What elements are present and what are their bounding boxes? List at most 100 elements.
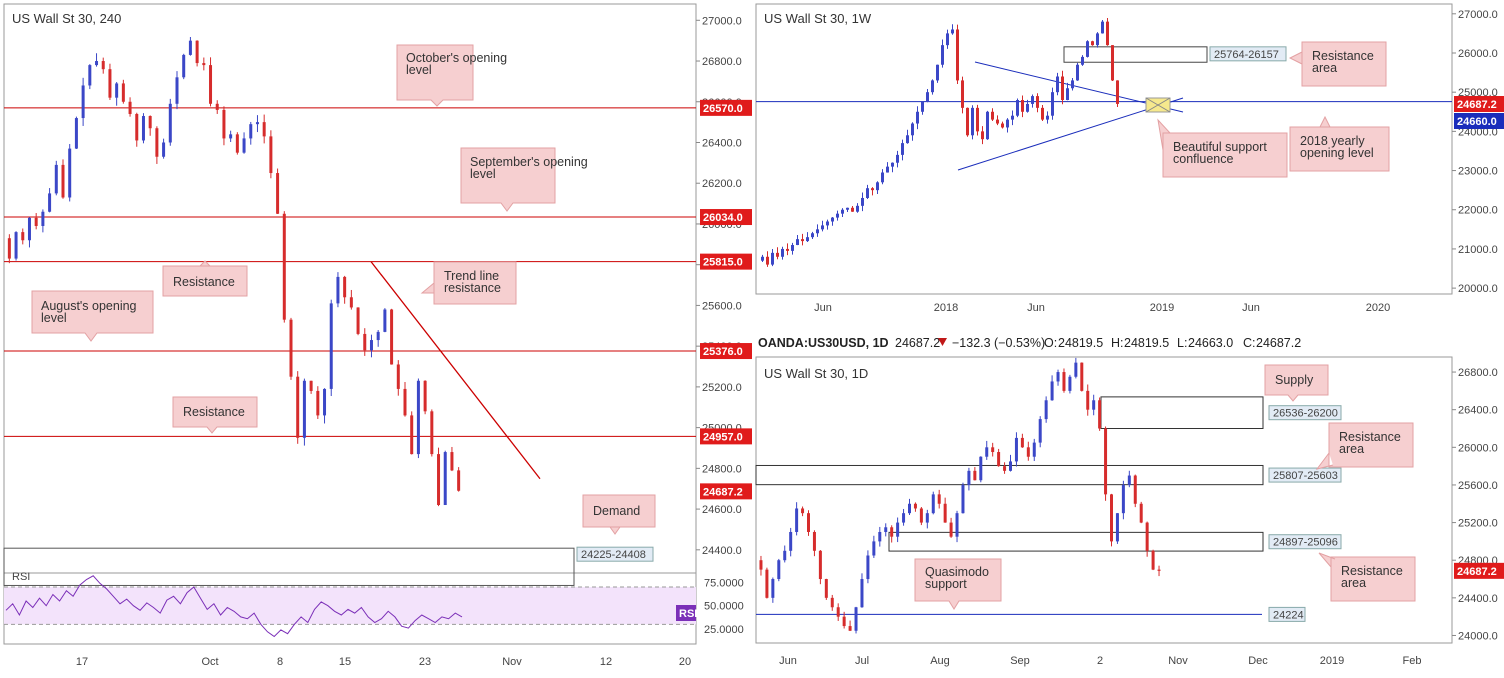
candle-body: [1133, 475, 1137, 504]
candle-body: [1051, 92, 1054, 116]
candle-body: [7, 238, 11, 259]
h4-tick-label: 27000.0: [702, 15, 742, 27]
h4-tick-label: 26200.0: [702, 178, 742, 190]
price-tag-label: 26034.0: [703, 212, 743, 224]
d-zone-label: 25807-25603: [1273, 470, 1338, 482]
candle-body: [765, 569, 769, 598]
symbol-header: OANDA:US30USD, 1D 24687.2 −132.3 (−0.53%…: [758, 336, 1301, 350]
price-tag-label: 24687.2: [1457, 99, 1497, 111]
candle-body: [956, 29, 959, 81]
candle-body: [296, 376, 300, 438]
candle-body: [824, 579, 828, 598]
candle-body: [255, 122, 259, 125]
d-tick-label: 26000.0: [1458, 442, 1498, 454]
candle-body: [1076, 64, 1079, 81]
daily-title: US Wall St 30, 1D: [764, 366, 868, 381]
h4-tick-label: 25600.0: [702, 300, 742, 312]
candle-body: [229, 134, 233, 139]
candle-body: [997, 452, 1001, 467]
d-xtick-label: Jun: [779, 655, 797, 667]
annotation-line: resistance: [444, 281, 501, 295]
candle-body: [437, 454, 441, 506]
callout-resistance-1-text: Resistance: [173, 275, 235, 289]
h4-xtick-label: 20: [679, 656, 691, 668]
candle-body: [1014, 437, 1018, 462]
callout-september-text: September's opening level: [470, 155, 588, 181]
callout-w-yearly: [1289, 115, 1390, 172]
candle-body: [282, 213, 286, 320]
candle-body: [168, 103, 172, 143]
w-xtick-label: Jun: [1242, 302, 1260, 314]
candle-body: [777, 560, 781, 580]
w-zone-label-box: [1209, 46, 1287, 62]
candle-body: [1046, 115, 1049, 120]
candle-body: [976, 107, 979, 132]
h4-chart: 24225-2440827000.026800.026600.026400.02…: [3, 15, 752, 668]
h4-zone-label: 24225-24408: [581, 549, 646, 561]
candle-body: [943, 503, 947, 523]
callout-w-resistance: [1288, 41, 1387, 87]
candle-body: [323, 388, 327, 416]
candle-body: [902, 513, 906, 523]
candle-body: [222, 109, 226, 139]
d-tick-label: 24000.0: [1458, 630, 1498, 642]
callout-resistance-1: [162, 260, 248, 297]
h4-xtick-label: 12: [600, 656, 612, 668]
rsi-badge: [676, 605, 696, 621]
annotation-line: confluence: [1173, 152, 1234, 166]
callout-october-text: October's opening level: [406, 51, 507, 77]
rsi-title: RSI: [12, 571, 30, 583]
w-xtick-label: 2018: [934, 302, 958, 314]
candle-body: [390, 309, 394, 365]
candle-body: [1036, 96, 1039, 108]
candle-body: [937, 494, 941, 504]
candle-body: [276, 173, 280, 214]
candle-body: [41, 211, 45, 226]
candle-body: [795, 508, 799, 532]
candle-body: [759, 560, 763, 570]
d-tick-label: 26800.0: [1458, 367, 1498, 379]
symbol-label: OANDA:US30USD, 1D: [758, 336, 889, 350]
candle-body: [155, 128, 159, 157]
w-tick-label: 27000.0: [1458, 9, 1498, 21]
candle-body: [921, 101, 924, 112]
candle-body: [262, 122, 266, 137]
candle-body: [1081, 56, 1084, 65]
candle-body: [1044, 400, 1048, 420]
candle-body: [846, 207, 849, 210]
candle-body: [911, 123, 914, 136]
h4-tick-label: 26400.0: [702, 137, 742, 149]
candle-body: [1092, 400, 1096, 410]
candle-body: [1009, 461, 1012, 471]
candle-body: [1041, 107, 1044, 120]
candle-body: [967, 470, 971, 485]
candle-body: [74, 118, 78, 149]
candle-body: [916, 111, 919, 124]
h4-tick-label: 26800.0: [702, 56, 742, 68]
callout-august-text: August's opening level: [41, 299, 137, 325]
candle-body: [1091, 41, 1094, 46]
close-key: C:: [1243, 336, 1256, 350]
candle-body: [789, 531, 793, 551]
candle-body: [866, 555, 870, 580]
h4-trendline: [370, 261, 541, 480]
price-tag-label: 24687.2: [703, 486, 743, 498]
candle-body: [860, 579, 864, 608]
candle-body: [906, 135, 909, 144]
candle-body: [861, 197, 864, 206]
h4-title: US Wall St 30, 240: [12, 11, 121, 26]
h4-zone-label-box: [576, 546, 654, 562]
price-tag: [700, 483, 752, 500]
h4-annotations: October's opening level September's openi…: [31, 44, 656, 535]
last-price: 24687.2: [895, 336, 940, 350]
w-confluence-cross: [1145, 97, 1171, 113]
candle-body: [831, 217, 834, 222]
candle-body: [141, 116, 145, 141]
candle-body: [807, 513, 810, 532]
h4-demand-zone: [3, 547, 575, 586]
annotation-line: level: [406, 63, 432, 77]
price-tag: [1454, 96, 1504, 112]
candle-body: [1080, 362, 1084, 391]
candle-body: [991, 447, 995, 453]
